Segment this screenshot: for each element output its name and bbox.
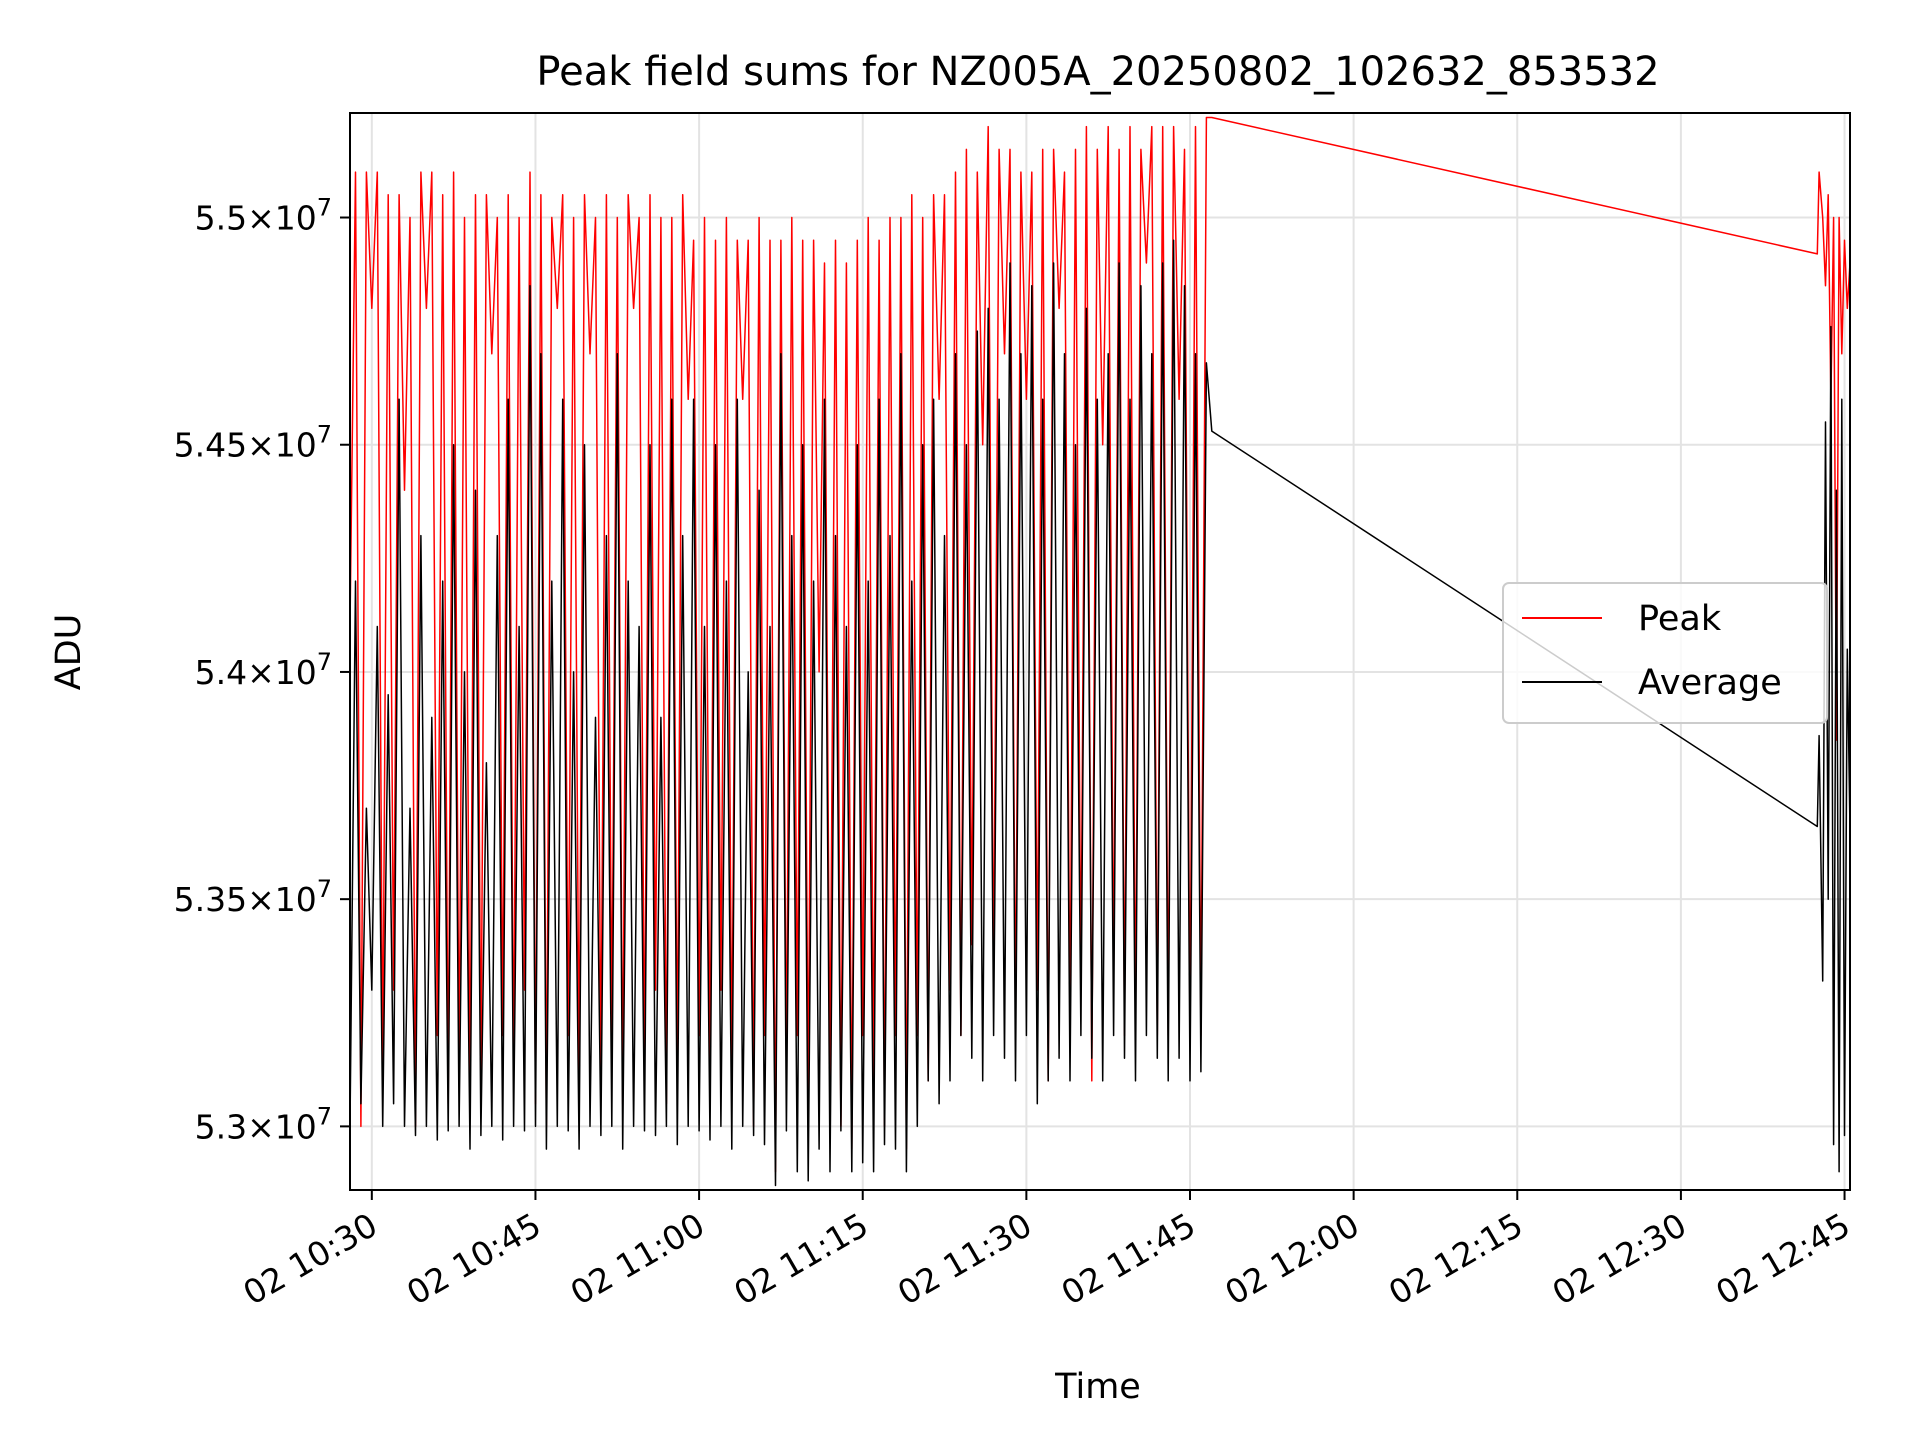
y-tick-label: 5.5×107 [195, 194, 332, 238]
chart-title: Peak field sums for NZ005A_20250802_1026… [536, 49, 1659, 95]
legend-label-average: Average [1638, 663, 1782, 703]
y-tick-label: 5.3×107 [195, 1102, 332, 1146]
y-axis-label: ADU [49, 614, 89, 691]
legend: Peak Average [1503, 583, 1827, 723]
y-tick-label: 5.45×107 [174, 421, 332, 465]
chart: 02 10:30 02 10:45 02 11:00 02 11:15 02 11:30… [0, 0, 1920, 1440]
y-tick-label: 5.4×107 [195, 648, 332, 692]
x-axis-label: Time [1054, 1367, 1141, 1407]
y-tick-label: 5.35×107 [174, 875, 332, 919]
legend-label-peak: Peak [1638, 599, 1722, 639]
